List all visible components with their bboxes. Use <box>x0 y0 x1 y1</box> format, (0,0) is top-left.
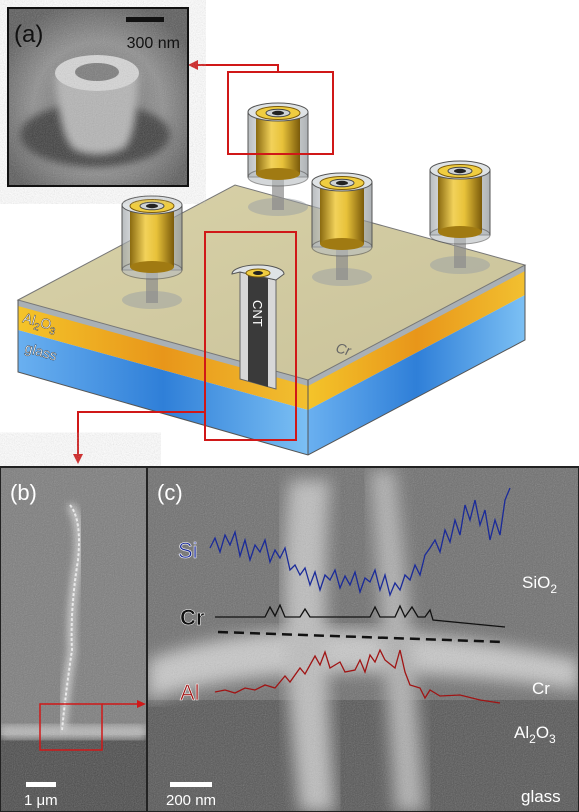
text: O <box>536 723 549 742</box>
text: 2 <box>550 582 557 596</box>
text: Al <box>514 723 529 742</box>
cnt-core <box>253 271 263 275</box>
panel-label: (c) <box>157 480 183 505</box>
figure: CNT Al 2 O3 glass Cr (a) 300 nm (b) 1 μm <box>0 0 579 812</box>
text: 3 <box>549 732 556 746</box>
arrow-head <box>188 60 198 70</box>
cr-label: Cr <box>180 605 205 630</box>
si-label: Si <box>178 538 198 563</box>
scale-label: 1 μm <box>24 792 58 809</box>
panel-c: (c) Si Cr Al SiO2 Cr Al2O3 glass 200 nm <box>147 467 579 812</box>
cnt <box>248 272 268 387</box>
glass-layer-label: glass <box>521 787 561 806</box>
scale-bar <box>170 782 212 787</box>
cnt-label: CNT <box>250 300 265 327</box>
scale-bar <box>26 782 56 787</box>
scale-bar <box>126 17 164 22</box>
panel-b: (b) 1 μm <box>0 467 146 812</box>
cr-layer-label: Cr <box>532 679 550 698</box>
noise <box>0 467 146 812</box>
panel-label: (b) <box>10 480 37 505</box>
scale-label: 300 nm <box>127 35 180 52</box>
panel-label: (a) <box>14 21 43 48</box>
panel-a: (a) 300 nm <box>8 8 188 186</box>
text: SiO <box>522 573 550 592</box>
arrow-head <box>73 454 83 464</box>
panel-c-clip <box>148 467 579 812</box>
al-label: Al <box>180 680 200 705</box>
zoom-arrow <box>196 65 278 72</box>
scale-label: 200 nm <box>166 792 216 809</box>
noise <box>148 467 579 812</box>
